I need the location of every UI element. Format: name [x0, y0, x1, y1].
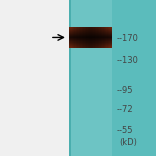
Bar: [69, 41, 112, 42]
Bar: [74, 27, 76, 48]
Bar: [69, 35, 112, 36]
Bar: [69, 31, 112, 32]
Bar: [69, 40, 112, 41]
Bar: [109, 27, 111, 48]
Bar: [101, 27, 102, 48]
Bar: [82, 27, 83, 48]
Bar: [69, 45, 112, 46]
Bar: [92, 27, 93, 48]
Bar: [111, 27, 112, 48]
Bar: [83, 27, 85, 48]
Bar: [69, 33, 112, 34]
Bar: [69, 38, 112, 39]
Bar: [69, 34, 112, 35]
Bar: [80, 27, 82, 48]
Bar: [90, 27, 92, 48]
Bar: [69, 39, 112, 40]
Bar: [85, 27, 86, 48]
Bar: [69, 28, 112, 29]
Bar: [70, 27, 72, 48]
Bar: [108, 27, 109, 48]
Bar: [77, 27, 79, 48]
Bar: [93, 27, 95, 48]
Text: (kD): (kD): [119, 138, 137, 147]
Bar: [89, 27, 90, 48]
Bar: [107, 27, 108, 48]
Bar: [72, 27, 73, 48]
Text: --130: --130: [116, 56, 138, 65]
Bar: [76, 27, 77, 48]
Bar: [69, 43, 112, 44]
Bar: [69, 37, 112, 38]
Bar: [73, 27, 74, 48]
Text: --95: --95: [116, 86, 133, 95]
Text: --72: --72: [116, 105, 133, 115]
Bar: [69, 44, 112, 45]
Bar: [69, 27, 70, 48]
Bar: [69, 46, 112, 47]
Bar: [69, 27, 112, 28]
Bar: [99, 27, 101, 48]
Bar: [69, 29, 112, 30]
Bar: [69, 32, 112, 33]
Bar: [69, 0, 71, 156]
Bar: [69, 30, 112, 31]
Bar: [69, 0, 112, 156]
Bar: [98, 27, 99, 48]
Bar: [96, 27, 98, 48]
Text: --55: --55: [116, 126, 133, 135]
Bar: [105, 27, 107, 48]
Bar: [88, 27, 89, 48]
Bar: [95, 27, 96, 48]
Bar: [102, 27, 104, 48]
Bar: [69, 0, 156, 156]
Bar: [69, 47, 112, 48]
Text: --170: --170: [116, 34, 138, 43]
Bar: [86, 27, 88, 48]
Bar: [69, 36, 112, 37]
Bar: [104, 27, 105, 48]
Bar: [79, 27, 80, 48]
